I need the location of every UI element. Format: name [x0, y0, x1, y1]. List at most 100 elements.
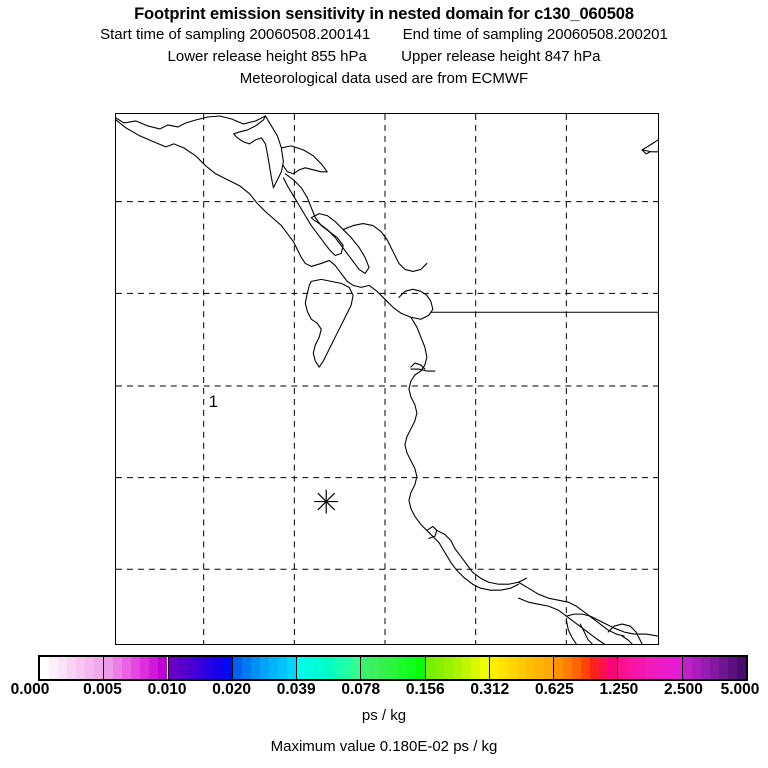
- colorbar-tick-label: 2.500: [664, 681, 703, 698]
- colorbar-step: [727, 657, 737, 679]
- colorbar-step: [94, 657, 104, 679]
- colorbar-step: [76, 657, 86, 679]
- colorbar-segment[interactable]: [425, 657, 490, 679]
- colorbar-step: [204, 657, 214, 679]
- colorbar-step: [507, 657, 517, 679]
- colorbar-segment[interactable]: [168, 657, 233, 679]
- colorbar-segment[interactable]: [554, 657, 619, 679]
- colorbar-step: [297, 657, 307, 679]
- colorbar-step: [104, 657, 114, 679]
- colorbar-step: [259, 657, 269, 679]
- gridlines-horizontal: [116, 201, 658, 570]
- contour-label-1: 1: [209, 392, 218, 411]
- colorbar-step: [434, 657, 444, 679]
- colorbar-step: [324, 657, 334, 679]
- colorbar-segment[interactable]: [232, 657, 298, 679]
- colorbar-segment[interactable]: [682, 657, 746, 679]
- maximum-value-label: Maximum value 0.180E-02 ps / kg: [270, 738, 498, 755]
- colorbar-segment[interactable]: [297, 657, 362, 679]
- colorbar-segment[interactable]: [104, 657, 169, 679]
- page-title: Footprint emission sensitivity in nested…: [134, 5, 634, 23]
- lower-release-height-label: Lower release height 855 hPa: [167, 48, 367, 65]
- colorbar-step: [361, 657, 371, 679]
- colorbar[interactable]: [38, 655, 748, 681]
- colorbar-step: [122, 657, 132, 679]
- start-time-label: Start time of sampling 20060508.200141: [100, 26, 371, 43]
- release-height-row: Lower release height 855 hPa Upper relea…: [0, 46, 768, 68]
- colorbar-step: [535, 657, 545, 679]
- colorbar-tick-label: 0.010: [147, 681, 187, 698]
- end-time-label: End time of sampling 20060508.200201: [402, 26, 668, 43]
- colorbar-step: [149, 657, 159, 679]
- colorbar-step: [286, 657, 297, 679]
- colorbar-step: [581, 657, 591, 679]
- upper-release-height-label: Upper release height 847 hPa: [401, 48, 601, 65]
- colorbar-step: [177, 657, 187, 679]
- colorbar-segment[interactable]: [489, 657, 555, 679]
- colorbar-tick-label: 0.625: [534, 681, 574, 698]
- colorbar-step: [67, 657, 77, 679]
- colorbar-unit-label: ps / kg: [361, 707, 407, 724]
- colorbar-step: [113, 657, 123, 679]
- colorbar-step: [489, 657, 499, 679]
- colorbar-step: [461, 657, 471, 679]
- colorbar-step: [40, 657, 50, 679]
- colorbar-tick-label: 0.156: [405, 681, 445, 698]
- colorbar-step: [58, 657, 68, 679]
- colorbar-step: [415, 657, 425, 679]
- colorbar-tick-label: 1.250: [599, 681, 639, 698]
- colorbar-step: [599, 657, 609, 679]
- colorbar-tick-label: 0.039: [276, 681, 316, 698]
- colorbar-step: [618, 657, 628, 679]
- colorbar-step: [479, 657, 489, 679]
- colorbar-step: [443, 657, 453, 679]
- colorbar-step: [636, 657, 646, 679]
- colorbar-step: [645, 657, 655, 679]
- colorbar-step: [563, 657, 573, 679]
- colorbar-step: [718, 657, 728, 679]
- colorbar-step: [663, 657, 673, 679]
- colorbar-step: [691, 657, 701, 679]
- colorbar-step: [544, 657, 554, 679]
- colorbar-step: [525, 657, 536, 679]
- sampling-time-row: Start time of sampling 20060508.200141 E…: [0, 24, 768, 46]
- colorbar-step: [709, 657, 719, 679]
- colorbar-step: [608, 657, 618, 679]
- colorbar-step: [186, 657, 196, 679]
- colorbar-step: [241, 657, 251, 679]
- colorbar-step: [379, 657, 389, 679]
- colorbar-step: [736, 657, 746, 679]
- colorbar-step: [351, 657, 361, 679]
- colorbar-tick-label: 0.078: [341, 681, 381, 698]
- meteorological-data-label: Meteorological data used are from ECMWF: [239, 70, 529, 87]
- colorbar-step: [498, 657, 508, 679]
- colorbar-step: [131, 657, 141, 679]
- colorbar-step: [654, 657, 664, 679]
- colorbar-step: [85, 657, 95, 679]
- map-plot-area[interactable]: 1: [115, 113, 659, 645]
- colorbar-step: [49, 657, 59, 679]
- map-svg: 1: [116, 114, 658, 644]
- colorbar-segment[interactable]: [361, 657, 426, 679]
- colorbar-step: [158, 657, 168, 679]
- colorbar-segment[interactable]: [618, 657, 683, 679]
- colorbar-step: [572, 657, 582, 679]
- colorbar-step: [700, 657, 710, 679]
- colorbar-step: [627, 657, 637, 679]
- colorbar-tick-label: 0.020: [212, 681, 252, 698]
- colorbar-step: [554, 657, 564, 679]
- gridlines-vertical: [203, 114, 567, 644]
- colorbar-step: [397, 657, 407, 679]
- colorbar-tick-label: 0.312: [470, 681, 510, 698]
- colorbar-step: [222, 657, 232, 679]
- colorbar-step: [672, 657, 682, 679]
- colorbar-step: [388, 657, 398, 679]
- colorbar-step: [168, 657, 178, 679]
- colorbar-step: [306, 657, 316, 679]
- colorbar-tick-labels: 0.000 0.005 0.010 0.020 0.039 0.078 0.156 0.312…: [0, 682, 768, 700]
- colorbar-step: [516, 657, 526, 679]
- colorbar-step: [333, 657, 343, 679]
- colorbar-step: [452, 657, 462, 679]
- colorbar-segment[interactable]: [40, 657, 105, 679]
- colorbar-step: [250, 657, 260, 679]
